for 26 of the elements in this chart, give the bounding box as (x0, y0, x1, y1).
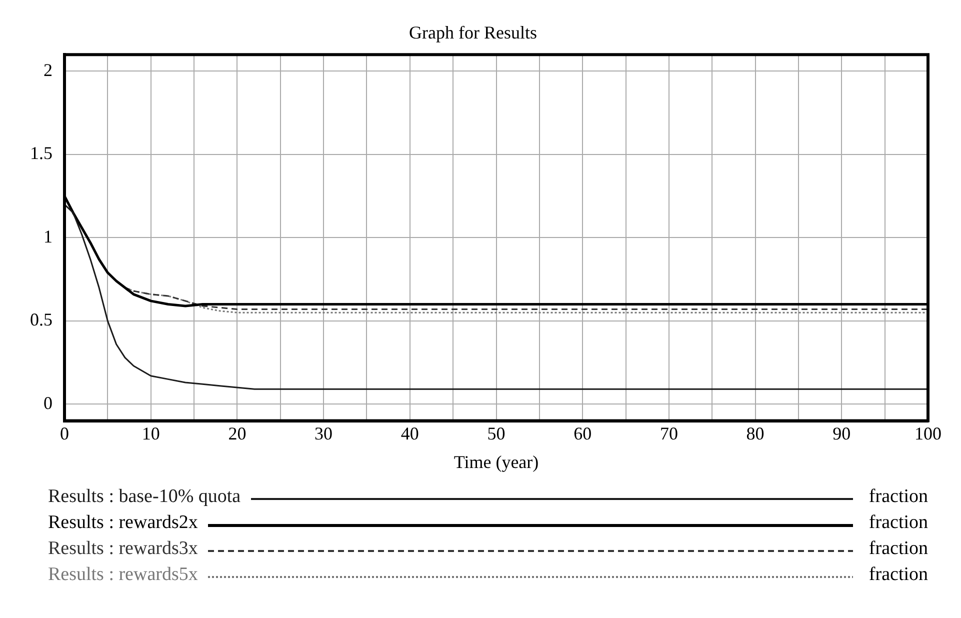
x-tick-label: 70 (660, 423, 678, 444)
x-tick-label: 20 (228, 423, 246, 444)
x-tick-label: 80 (746, 423, 764, 444)
text: Results : base-10% quota (48, 486, 241, 508)
x-tick-label: 40 (400, 423, 419, 444)
x-tick-label: 30 (314, 423, 333, 444)
y-tick-label: 0 (44, 392, 52, 413)
chart-title: Graph for Results (409, 22, 537, 43)
text: fraction (868, 512, 928, 534)
x-tick-label: 50 (487, 423, 506, 444)
x-tick-label: 100 (914, 423, 942, 444)
y-tick-label: 2 (44, 60, 52, 80)
text: Results : rewards2x (48, 512, 198, 534)
y-tick-label: 1.5 (30, 143, 52, 164)
text: fraction (868, 538, 928, 560)
text: fraction (868, 564, 928, 586)
text: Results : rewards3x (48, 538, 198, 560)
x-tick-label: 0 (60, 423, 69, 444)
x-tick-label: 90 (832, 423, 851, 444)
y-tick-label: 0.5 (30, 310, 52, 330)
text: fraction (868, 486, 928, 508)
y-tick-label: 1 (44, 226, 52, 246)
x-tick-label: 10 (142, 423, 160, 444)
text: Results : rewards5x (48, 564, 198, 586)
x-tick-label: 60 (574, 423, 592, 444)
x-axis-title: Time (year) (454, 452, 539, 472)
